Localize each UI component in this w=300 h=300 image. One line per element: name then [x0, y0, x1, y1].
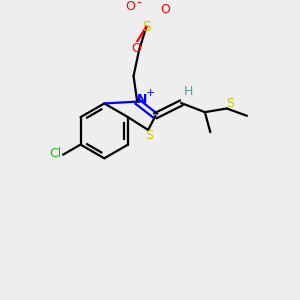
Text: S: S: [142, 20, 151, 34]
Text: S: S: [145, 129, 153, 142]
Text: N: N: [136, 93, 147, 106]
Text: H: H: [184, 85, 193, 98]
Text: -: -: [137, 0, 141, 9]
Text: S: S: [226, 98, 234, 110]
Text: O: O: [131, 42, 141, 55]
Text: O: O: [160, 3, 170, 16]
Text: +: +: [146, 88, 156, 98]
Text: Cl: Cl: [50, 147, 62, 160]
Text: O: O: [125, 0, 135, 13]
